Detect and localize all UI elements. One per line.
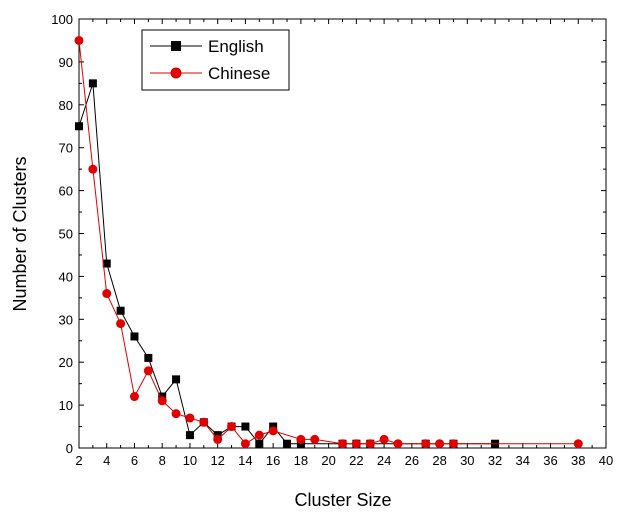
x-tick-label: 12 <box>210 453 224 468</box>
data-point-chinese <box>268 426 278 436</box>
data-point-chinese <box>254 430 264 440</box>
x-tick-label: 8 <box>159 453 166 468</box>
legend-label-chinese: Chinese <box>208 64 270 83</box>
data-point-chinese <box>143 366 153 376</box>
legend-label-english: English <box>208 37 264 56</box>
x-tick-label: 10 <box>183 453 197 468</box>
x-tick-label: 26 <box>405 453 419 468</box>
x-tick-label: 32 <box>488 453 502 468</box>
x-tick-label: 20 <box>321 453 335 468</box>
data-point-chinese <box>421 439 431 449</box>
data-point-english <box>241 422 250 431</box>
y-tick-label: 0 <box>66 441 73 456</box>
data-point-chinese <box>310 434 320 444</box>
series-line-chinese <box>78 40 579 445</box>
y-tick-label: 100 <box>51 12 73 27</box>
data-point-english <box>88 79 97 88</box>
x-tick-label: 40 <box>599 453 613 468</box>
y-tick-label: 40 <box>59 269 73 284</box>
x-tick-label: 34 <box>516 453 530 468</box>
x-tick-label: 22 <box>349 453 363 468</box>
data-point-english <box>130 332 139 341</box>
x-tick-label: 30 <box>460 453 474 468</box>
data-point-chinese <box>435 439 445 449</box>
y-tick-label: 70 <box>59 141 73 156</box>
data-point-english <box>255 439 264 448</box>
data-point-chinese <box>379 434 389 444</box>
legend-marker-chinese <box>170 67 182 79</box>
x-tick-label: 4 <box>103 453 110 468</box>
x-tick-label: 28 <box>432 453 446 468</box>
x-axis-label: Cluster Size <box>294 490 391 510</box>
x-tick-label: 14 <box>238 453 252 468</box>
data-point-english <box>185 431 194 440</box>
data-point-english <box>144 353 153 362</box>
x-tick-label: 2 <box>75 453 82 468</box>
y-tick-label: 60 <box>59 184 73 199</box>
data-point-chinese <box>393 439 403 449</box>
x-tick-label: 18 <box>294 453 308 468</box>
x-tick-label: 36 <box>543 453 557 468</box>
y-tick-label: 10 <box>59 398 73 413</box>
x-tick-label: 16 <box>266 453 280 468</box>
data-point-chinese <box>157 396 167 406</box>
data-point-english <box>102 259 111 268</box>
data-point-chinese <box>88 164 98 174</box>
data-point-english <box>75 122 83 131</box>
data-point-chinese <box>199 417 209 427</box>
data-point-chinese <box>213 434 223 444</box>
data-point-chinese <box>240 439 250 449</box>
series-layer <box>74 35 583 449</box>
data-point-english <box>283 439 292 448</box>
data-point-chinese <box>129 392 139 402</box>
y-tick-label: 20 <box>59 355 73 370</box>
data-point-english <box>116 306 125 315</box>
y-axis-label: Number of Clusters <box>10 156 30 311</box>
series-chinese <box>74 35 583 449</box>
legend-box <box>141 29 290 91</box>
data-point-chinese <box>227 422 237 432</box>
y-tick-label: 50 <box>59 227 73 242</box>
y-tick-label: 90 <box>59 55 73 70</box>
data-point-chinese <box>365 439 375 449</box>
x-tick-label: 24 <box>377 453 391 468</box>
data-point-chinese <box>102 289 112 299</box>
y-tick-label: 30 <box>59 312 73 327</box>
legend: English Chinese <box>141 29 290 91</box>
series-english <box>75 79 500 448</box>
x-tick-label: 6 <box>131 453 138 468</box>
y-tick-label: 80 <box>59 98 73 113</box>
series-line-english <box>78 83 496 445</box>
data-point-chinese <box>74 35 84 45</box>
legend-marker-english <box>171 41 181 51</box>
data-point-chinese <box>185 413 195 423</box>
data-point-chinese <box>296 434 306 444</box>
data-point-chinese <box>448 439 458 449</box>
data-point-chinese <box>338 439 347 449</box>
data-point-chinese <box>351 439 361 449</box>
x-tick-label: 38 <box>571 453 585 468</box>
data-point-chinese <box>171 409 181 419</box>
data-point-chinese <box>573 439 583 449</box>
data-point-english <box>172 375 181 384</box>
data-point-chinese <box>116 319 126 329</box>
